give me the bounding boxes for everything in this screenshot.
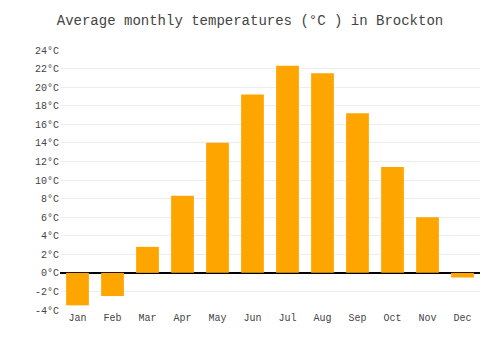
svg-text:Oct: Oct bbox=[383, 313, 401, 324]
svg-text:-2°C: -2°C bbox=[35, 287, 59, 298]
svg-text:24°C: 24°C bbox=[35, 46, 59, 57]
svg-text:Aug: Aug bbox=[313, 313, 331, 324]
svg-text:20°C: 20°C bbox=[35, 83, 59, 94]
svg-text:-4°C: -4°C bbox=[35, 306, 59, 317]
svg-text:Sep: Sep bbox=[348, 313, 366, 324]
svg-text:2°C: 2°C bbox=[41, 250, 59, 261]
svg-text:14°C: 14°C bbox=[35, 138, 59, 149]
svg-text:Apr: Apr bbox=[173, 313, 191, 324]
svg-text:8°C: 8°C bbox=[41, 194, 59, 205]
svg-text:Dec: Dec bbox=[453, 313, 471, 324]
svg-text:4°C: 4°C bbox=[41, 231, 59, 242]
svg-text:0°C: 0°C bbox=[41, 268, 59, 279]
svg-text:May: May bbox=[208, 313, 226, 324]
svg-text:Mar: Mar bbox=[138, 313, 156, 324]
svg-text:22°C: 22°C bbox=[35, 64, 59, 75]
svg-text:Nov: Nov bbox=[418, 313, 436, 324]
svg-text:Jun: Jun bbox=[243, 313, 261, 324]
svg-text:16°C: 16°C bbox=[35, 120, 59, 131]
svg-text:Feb: Feb bbox=[103, 313, 121, 324]
svg-text:6°C: 6°C bbox=[41, 213, 59, 224]
svg-text:Average monthly temperatures (: Average monthly temperatures (°C ) in Br… bbox=[57, 13, 443, 29]
svg-text:12°C: 12°C bbox=[35, 157, 59, 168]
svg-text:Jul: Jul bbox=[278, 313, 296, 324]
svg-text:18°C: 18°C bbox=[35, 101, 59, 112]
svg-text:Jan: Jan bbox=[68, 313, 86, 324]
svg-text:10°C: 10°C bbox=[35, 176, 59, 187]
